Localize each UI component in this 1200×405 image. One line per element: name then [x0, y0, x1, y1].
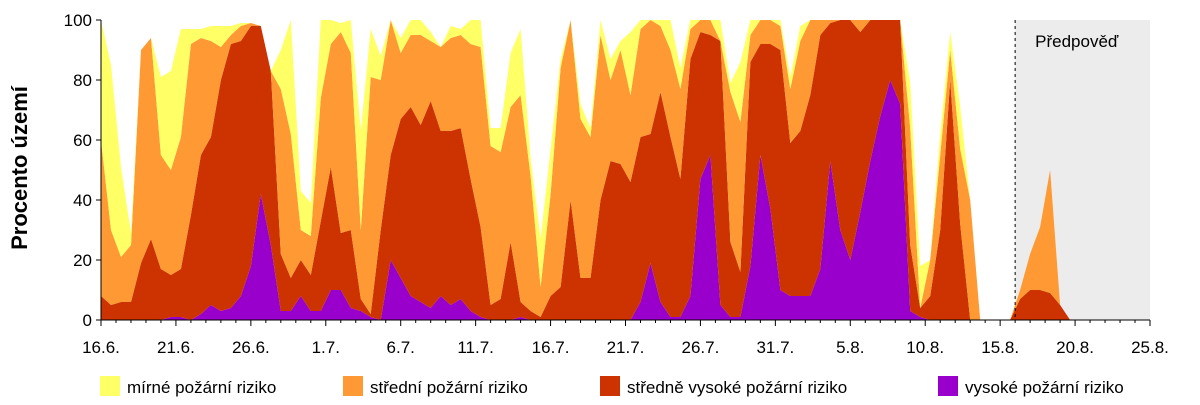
y-axis-title: Procento území — [7, 85, 32, 250]
legend-swatch — [100, 376, 120, 396]
legend-label: středně vysoké požární riziko — [627, 378, 847, 397]
x-tick-label: 25.8. — [1131, 338, 1169, 357]
x-tick-label: 21.7. — [607, 338, 645, 357]
x-tick-label: 31.7. — [756, 338, 794, 357]
x-tick-label: 16.7. — [532, 338, 570, 357]
x-tick-label: 10.8. — [906, 338, 944, 357]
legend: mírné požární riziko střední požární rizi… — [100, 376, 1124, 397]
y-tick-label: 100 — [64, 11, 92, 30]
x-tick-label: 16.6. — [82, 338, 120, 357]
y-tick-label: 60 — [73, 131, 92, 150]
legend-label: vysoké požární riziko — [965, 378, 1124, 397]
x-tick-label: 15.8. — [981, 338, 1019, 357]
y-tick-label: 40 — [73, 191, 92, 210]
area-středně-vysoké-požární-riziko — [101, 20, 1150, 320]
y-tick-label: 0 — [83, 311, 92, 330]
legend-label: mírné požární riziko — [127, 378, 276, 397]
legend-swatch — [600, 376, 620, 396]
x-tick-label: 26.6. — [232, 338, 270, 357]
y-tick-label: 80 — [73, 71, 92, 90]
legend-swatch — [343, 376, 363, 396]
x-tick-label: 20.8. — [1056, 338, 1094, 357]
x-tick-label: 21.6. — [157, 338, 195, 357]
x-tick-label: 11.7. — [457, 338, 494, 357]
area-series-layer — [101, 20, 1150, 320]
x-tick-label: 5.8. — [836, 338, 864, 357]
y-tick-label: 20 — [73, 251, 92, 270]
area-vysoké-požární-riziko — [101, 80, 1150, 320]
forecast-label: Předpověď — [1035, 32, 1119, 51]
legend-swatch — [938, 376, 958, 396]
legend-label: střední požární riziko — [370, 378, 528, 397]
axes: 0 20 40 60 80 100 16.6. 21.6. 26.6. 1.7. 6.7. 11.7.… — [64, 11, 1169, 357]
x-tick-label: 6.7. — [387, 338, 415, 357]
x-tick-label: 26.7. — [682, 338, 720, 357]
x-tick-label: 1.7. — [312, 338, 340, 357]
area-střední-požární-riziko — [101, 20, 1150, 320]
